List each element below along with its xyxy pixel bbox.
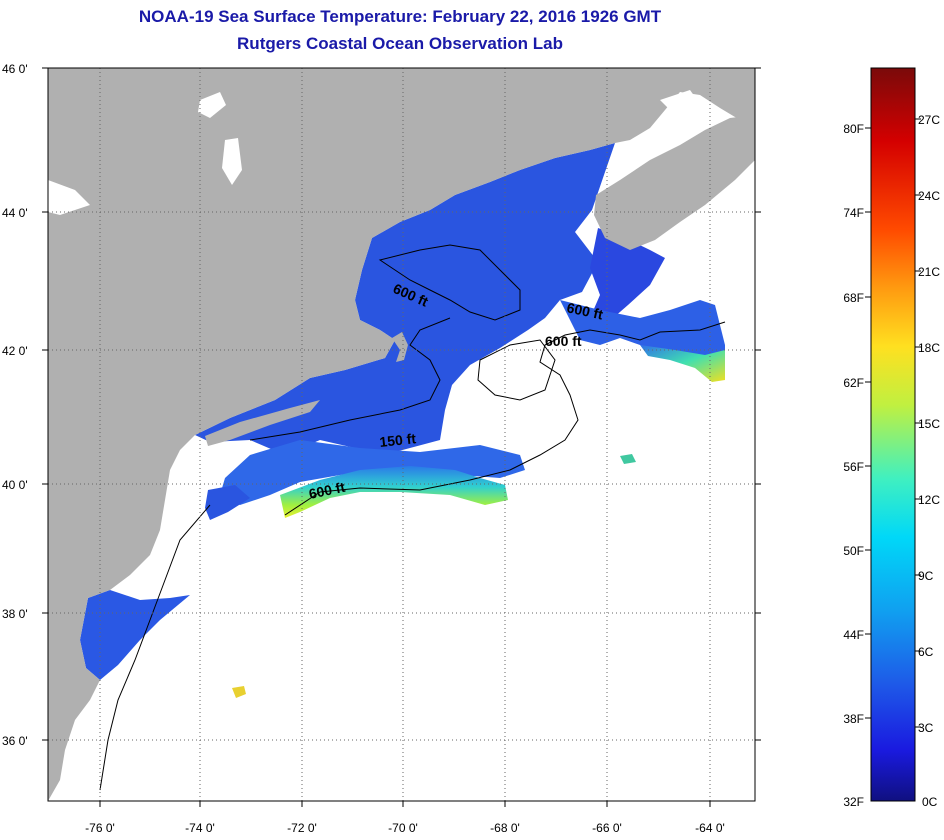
colorbar-c-label: 24C	[918, 189, 940, 203]
contour-150ft	[249, 317, 451, 441]
sst-blue-southern-pieces	[80, 590, 190, 680]
sst-blue-georges-east	[560, 300, 725, 380]
lat-label: 40 0'	[2, 478, 28, 492]
contour-label-600ft-south: 600 ft	[307, 479, 346, 502]
cloud-white-4	[660, 90, 700, 112]
cloud-white-2	[222, 138, 242, 185]
colorbar-f-label: 80F	[843, 122, 864, 136]
colorbar-f-label: 56F	[843, 460, 864, 474]
sst-blue-delaware	[205, 485, 250, 520]
colorbar-fahrenheit-labels: 80F 74F 68F 62F 56F 50F 44F 38F 32F	[843, 122, 864, 809]
contour-600ft-outer	[284, 321, 726, 516]
land-long-island	[205, 400, 320, 446]
map-title: NOAA-19 Sea Surface Temperature: Februar…	[138, 7, 662, 26]
contour-gulf-maine	[378, 244, 521, 321]
lon-label: -76 0'	[85, 821, 115, 835]
map-frame	[47, 67, 756, 802]
lon-label: -64 0'	[695, 821, 725, 835]
lon-label: -68 0'	[490, 821, 520, 835]
colorbar-c-label: 0C	[922, 795, 938, 809]
sst-blue-scotian	[590, 228, 665, 325]
contour-label-150ft: 150 ft	[379, 430, 417, 450]
lat-label: 42 0'	[2, 344, 28, 358]
map-subtitle: Rutgers Coastal Ocean Observation Lab	[237, 34, 563, 53]
colorbar-f-label: 68F	[843, 291, 864, 305]
sst-warm-shelf-edge	[280, 466, 508, 518]
sst-cyan-spot	[620, 454, 636, 464]
colorbar-c-label: 27C	[918, 113, 940, 127]
cloud-white-1	[198, 92, 226, 118]
colorbar	[870, 67, 916, 802]
colorbar-c-label: 12C	[918, 493, 940, 507]
cloud-white-3	[48, 180, 90, 215]
sst-warm-east	[640, 345, 725, 382]
colorbar-f-label: 50F	[843, 544, 864, 558]
lon-label: -74 0'	[185, 821, 215, 835]
colorbar-c-label: 21C	[918, 265, 940, 279]
land-cape-cod	[392, 332, 408, 362]
isobath-contours	[99, 244, 726, 791]
colorbar-celsius-labels: 27C 24C 21C 18C 15C 12C 9C 6C 3C 0C	[918, 113, 940, 809]
lat-label: 36 0'	[2, 734, 28, 748]
colorbar-f-label: 38F	[843, 712, 864, 726]
lon-label: -70 0'	[388, 821, 418, 835]
colorbar-f-label: 44F	[843, 628, 864, 642]
latitude-labels: 46 0' 44 0' 42 0' 40 0' 38 0' 36 0'	[2, 62, 28, 748]
sst-blue-gulf-of-maine	[195, 143, 615, 455]
land-us-coast	[48, 68, 755, 801]
contour-georges	[477, 339, 556, 401]
contour-label-600ft-east: 600 ft	[565, 299, 604, 322]
lon-label: -66 0'	[592, 821, 622, 835]
contour-label-600ft-georges: 600 ft	[545, 333, 582, 349]
sst-blue-shelf-south	[220, 440, 525, 505]
colorbar-ticks	[865, 118, 921, 728]
land-nova-scotia	[594, 115, 755, 250]
sst-warm-spot	[232, 686, 246, 698]
colorbar-c-label: 3C	[918, 721, 934, 735]
colorbar-c-label: 9C	[918, 569, 934, 583]
lon-label: -72 0'	[287, 821, 317, 835]
lat-label: 46 0'	[2, 62, 28, 76]
colorbar-c-label: 6C	[918, 645, 934, 659]
colorbar-c-label: 18C	[918, 341, 940, 355]
colorbar-f-label: 74F	[843, 206, 864, 220]
longitude-labels: -76 0' -74 0' -72 0' -70 0' -68 0' -66 0…	[85, 821, 725, 835]
colorbar-f-label: 32F	[843, 795, 864, 809]
colorbar-f-label: 62F	[843, 376, 864, 390]
contour-inner-shelf	[99, 504, 211, 791]
colorbar-c-label: 15C	[918, 417, 940, 431]
lat-label: 44 0'	[2, 206, 28, 220]
lat-label: 38 0'	[2, 607, 28, 621]
map-ticks	[42, 67, 761, 807]
